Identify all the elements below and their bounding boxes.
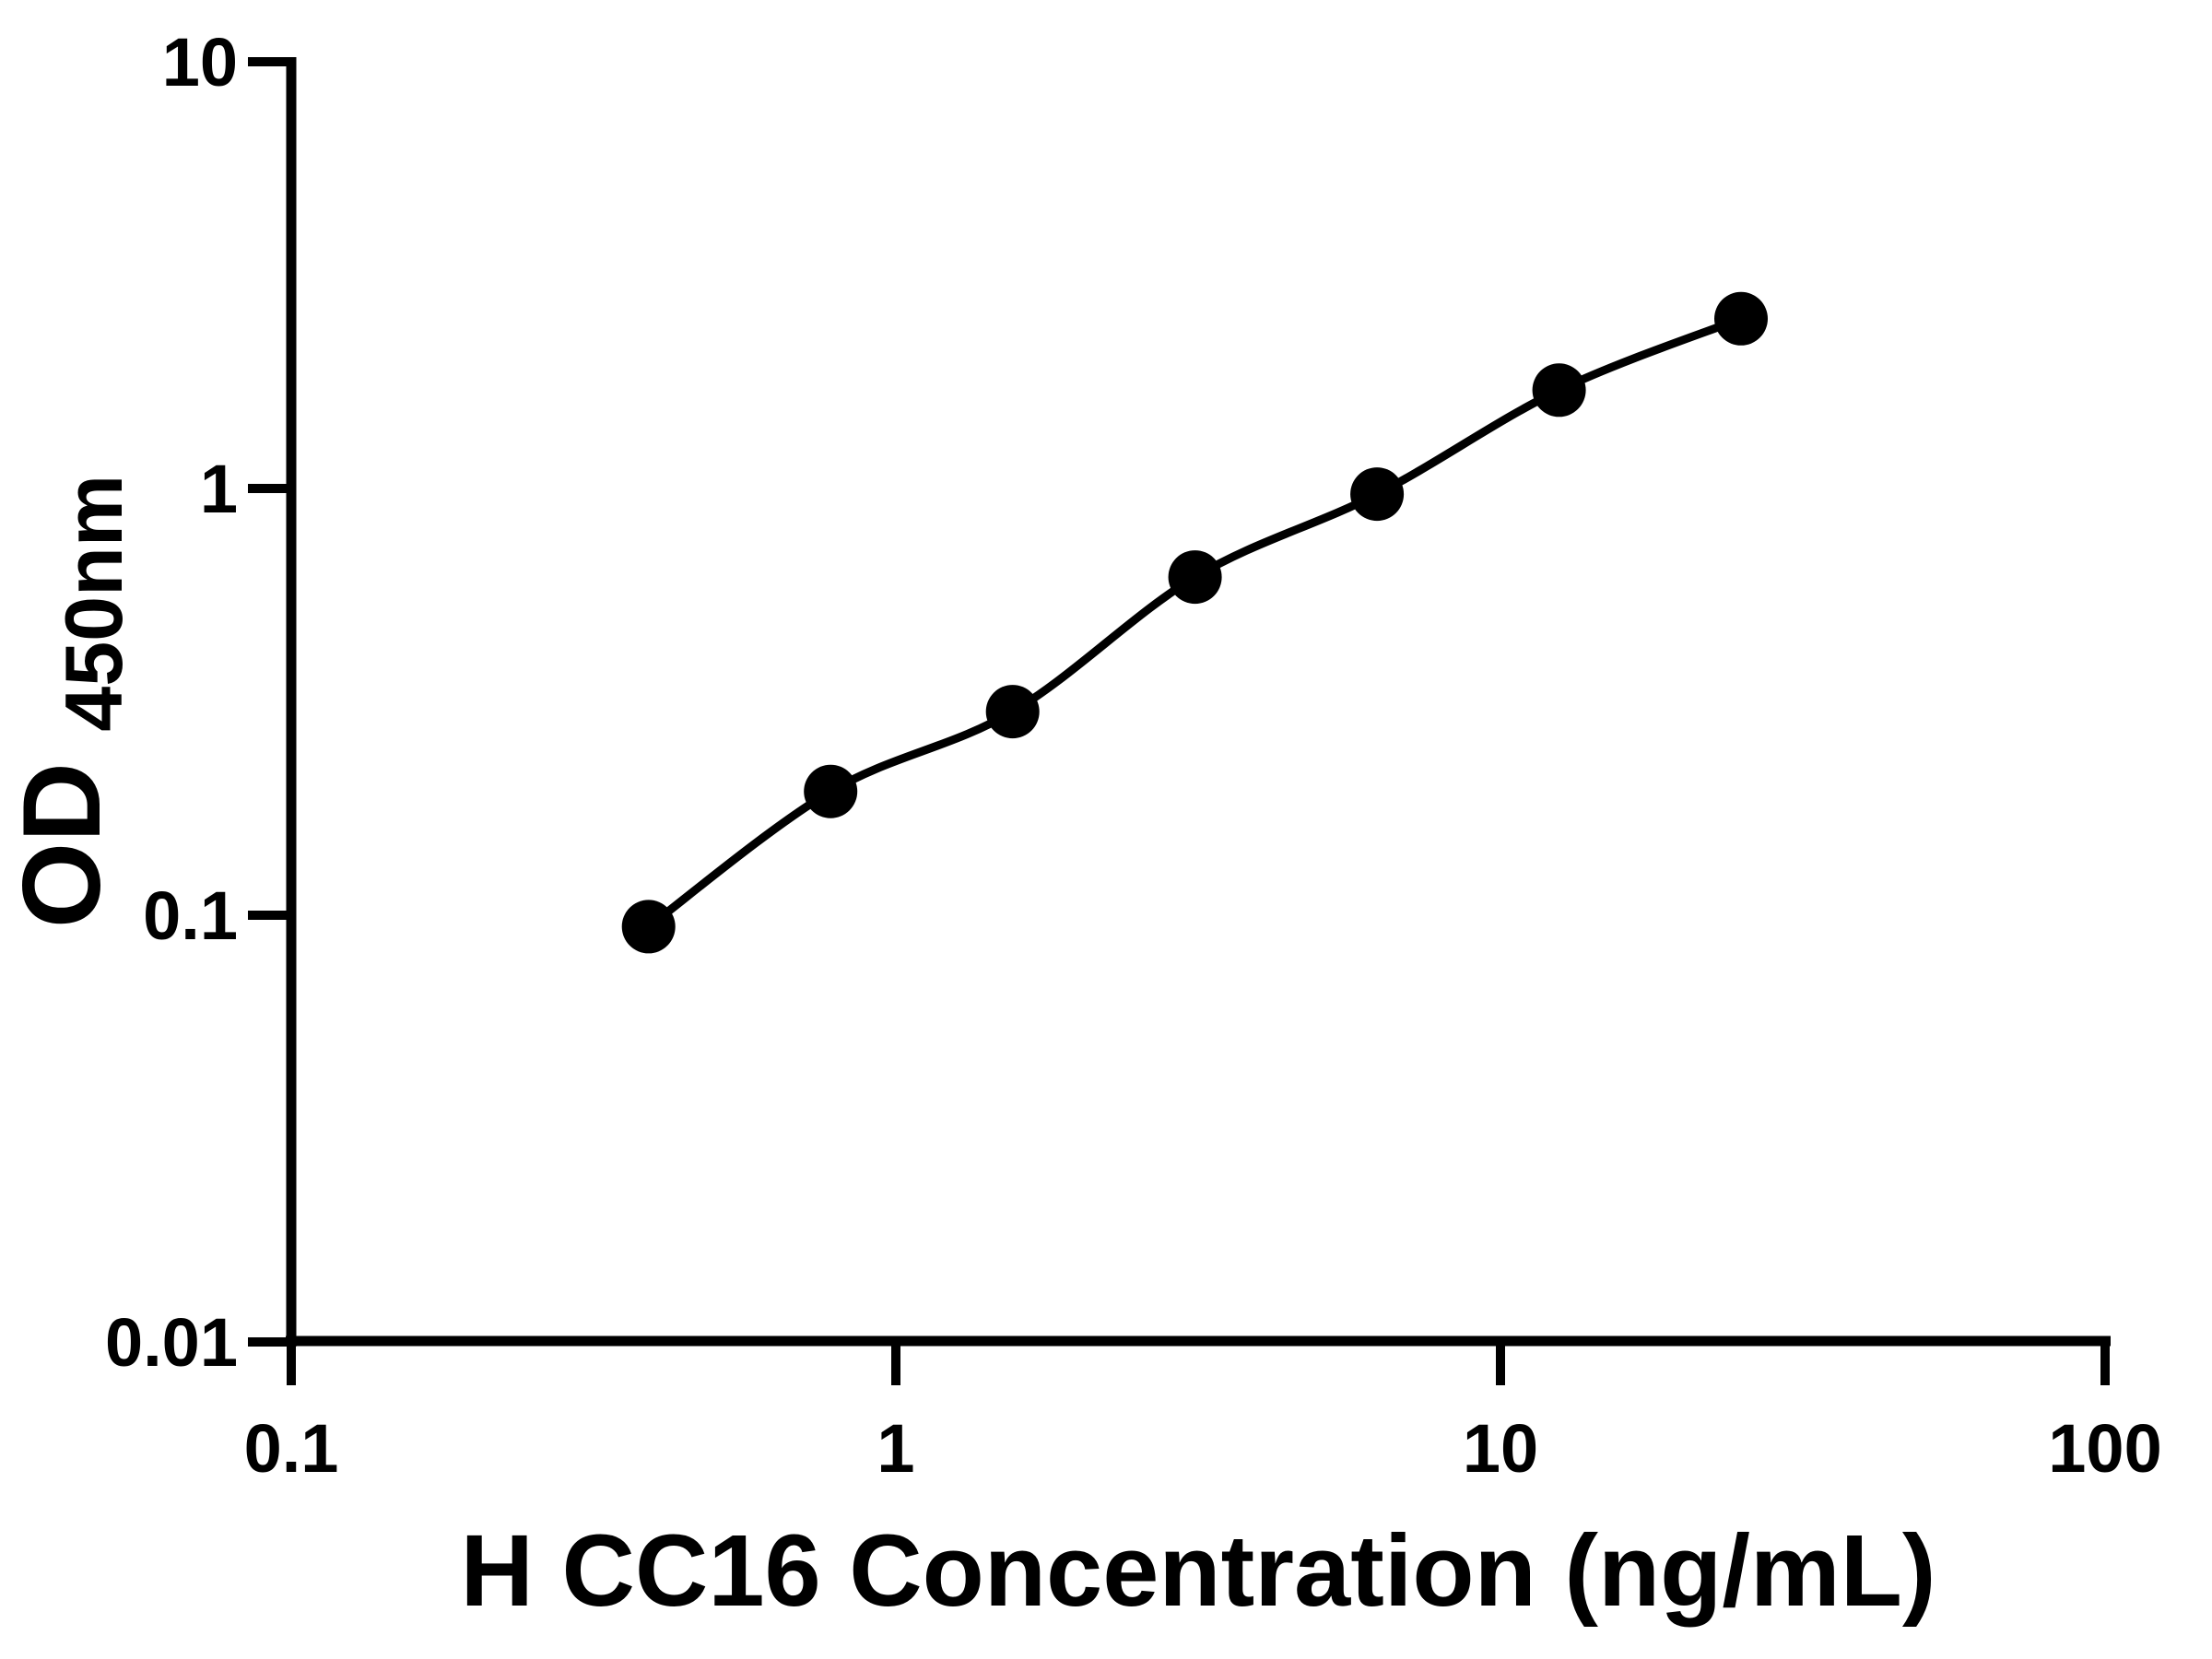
x-tick-label: 100 [2048,1410,2161,1487]
y-tick-label: 10 [162,24,238,100]
x-tick-label: 0.1 [244,1410,339,1487]
x-tick-label: 1 [877,1410,914,1487]
x-axis-title: H CC16 Concentration (ng/mL) [460,1514,1936,1628]
data-point [1714,291,1768,346]
x-axis: 0.1 1 10 100 [244,1335,2162,1487]
y-tick-label: 0.1 [143,877,238,954]
x-ticks: 0.1 1 10 100 [244,1341,2162,1487]
data-point [621,900,676,954]
data-point [804,764,858,818]
y-axis-title-sub: 450nm [48,475,139,732]
data-points [621,291,1768,954]
y-tick-label: 1 [200,451,238,527]
y-ticks: 10 1 0.1 0.01 [105,24,292,1381]
data-point [1532,363,1586,418]
y-tick-label: 0.01 [105,1304,238,1381]
y-axis: 10 1 0.1 0.01 [105,24,297,1381]
y-axis-title: OD 450nm [0,475,139,928]
data-point [1350,467,1405,522]
data-point [1168,550,1222,605]
x-tick-label: 10 [1463,1410,1538,1487]
y-axis-title-main: OD [0,762,124,928]
data-point [985,685,1040,739]
